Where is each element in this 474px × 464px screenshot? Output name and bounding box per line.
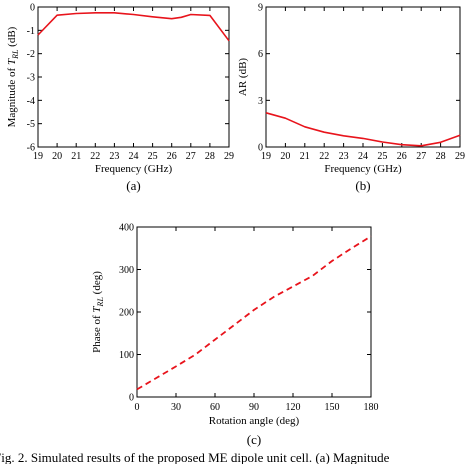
x-tick-label: 19	[33, 151, 43, 162]
y-tick-label: -2	[27, 49, 35, 60]
y-tick-label: 400	[119, 223, 134, 234]
x-tick-label: 60	[210, 402, 220, 413]
y-axis-label-prefix: Magnitude of	[6, 65, 18, 127]
x-tick-label: 24	[129, 151, 139, 162]
x-tick-label: 23	[339, 151, 349, 162]
chart-panel-b: 19 20 21 22 23 24 25 26 27 28 29 0 3 6 9 Frequency (GHz…	[237, 3, 465, 194]
y-axis-label-var: T	[91, 306, 103, 313]
y-axis-label-suffix: (dB)	[6, 26, 18, 49]
y-axis-label-sub: RL	[11, 49, 20, 60]
y-tick-label: -5	[27, 119, 35, 130]
x-tick-label: 29	[455, 151, 465, 162]
y-tick-label: 0	[258, 143, 263, 154]
x-tick-label: 20	[280, 151, 290, 162]
x-tick-label: 21	[300, 151, 310, 162]
y-tick-label: -4	[27, 96, 35, 107]
y-tick-label: 6	[258, 49, 263, 60]
x-tick-label: 26	[397, 151, 407, 162]
series-line	[136, 235, 372, 391]
series-line	[37, 12, 230, 42]
x-axis-label: Frequency (GHz)	[324, 163, 402, 175]
x-axis-label: Frequency (GHz)	[95, 163, 173, 175]
x-tick-label: 24	[358, 151, 368, 162]
x-tick-label: 180	[364, 402, 379, 413]
x-tick-label: 28	[436, 151, 446, 162]
chart-panel-a: 19 20 21 22 23 24 25 26 27 28 29 0 -1 -2 -3 -4 -5 -6 Frequ…	[6, 3, 234, 194]
x-tick-label: 25	[377, 151, 387, 162]
y-axis-label: Magnitude of TRL (dB)	[6, 26, 20, 127]
y-tick-label: -6	[27, 143, 35, 154]
panel-label: (b)	[355, 178, 370, 193]
chart-panel-c: 0 30 60 90 120 150 180 0 100 200 300 400 Rotation an…	[91, 223, 379, 448]
y-tick-label: 200	[119, 308, 134, 319]
y-tick-label: 0	[30, 3, 35, 14]
x-tick-label: 25	[148, 151, 158, 162]
series-line	[265, 112, 461, 147]
y-axis-label-suffix: (deg)	[91, 271, 103, 297]
x-tick-label: 20	[52, 151, 62, 162]
x-tick-label: 22	[319, 151, 329, 162]
x-tick-label: 30	[171, 402, 181, 413]
x-tick-label: 21	[71, 151, 81, 162]
x-tick-label: 120	[286, 402, 301, 413]
y-tick-label: 100	[119, 350, 134, 361]
y-axis-label-prefix: Phase of	[91, 313, 103, 353]
y-axis-label: AR (dB)	[237, 58, 249, 97]
plot-frame	[136, 226, 372, 398]
x-tick-label: 28	[205, 151, 215, 162]
plot-frame	[265, 6, 461, 148]
x-tick-label: 90	[249, 402, 259, 413]
x-tick-label: 26	[167, 151, 177, 162]
x-tick-label: 27	[416, 151, 426, 162]
y-tick-label: 0	[129, 393, 134, 404]
x-tick-label: 27	[186, 151, 196, 162]
x-axis-label: Rotation angle (deg)	[209, 415, 300, 427]
y-tick-label: -1	[27, 26, 35, 37]
y-tick-label: 9	[258, 3, 263, 14]
y-tick-label: 3	[258, 96, 263, 107]
y-axis-label-var: T	[6, 58, 18, 65]
y-axis-label: Phase of TRL (deg)	[91, 271, 105, 353]
y-tick-label: -3	[27, 73, 35, 84]
x-tick-label: 0	[135, 402, 140, 413]
x-tick-label: 150	[325, 402, 340, 413]
x-tick-label: 22	[90, 151, 100, 162]
x-tick-label: 19	[261, 151, 271, 162]
x-tick-label: 23	[109, 151, 119, 162]
panel-label: (a)	[126, 178, 140, 193]
figure-caption: Fig. 2. Simulated results of the propose…	[0, 450, 390, 464]
panel-label: (c)	[247, 432, 261, 447]
y-tick-label: 300	[119, 265, 134, 276]
plot-frame	[37, 6, 230, 148]
x-tick-label: 29	[224, 151, 234, 162]
y-axis-label-sub: RL	[96, 297, 105, 308]
